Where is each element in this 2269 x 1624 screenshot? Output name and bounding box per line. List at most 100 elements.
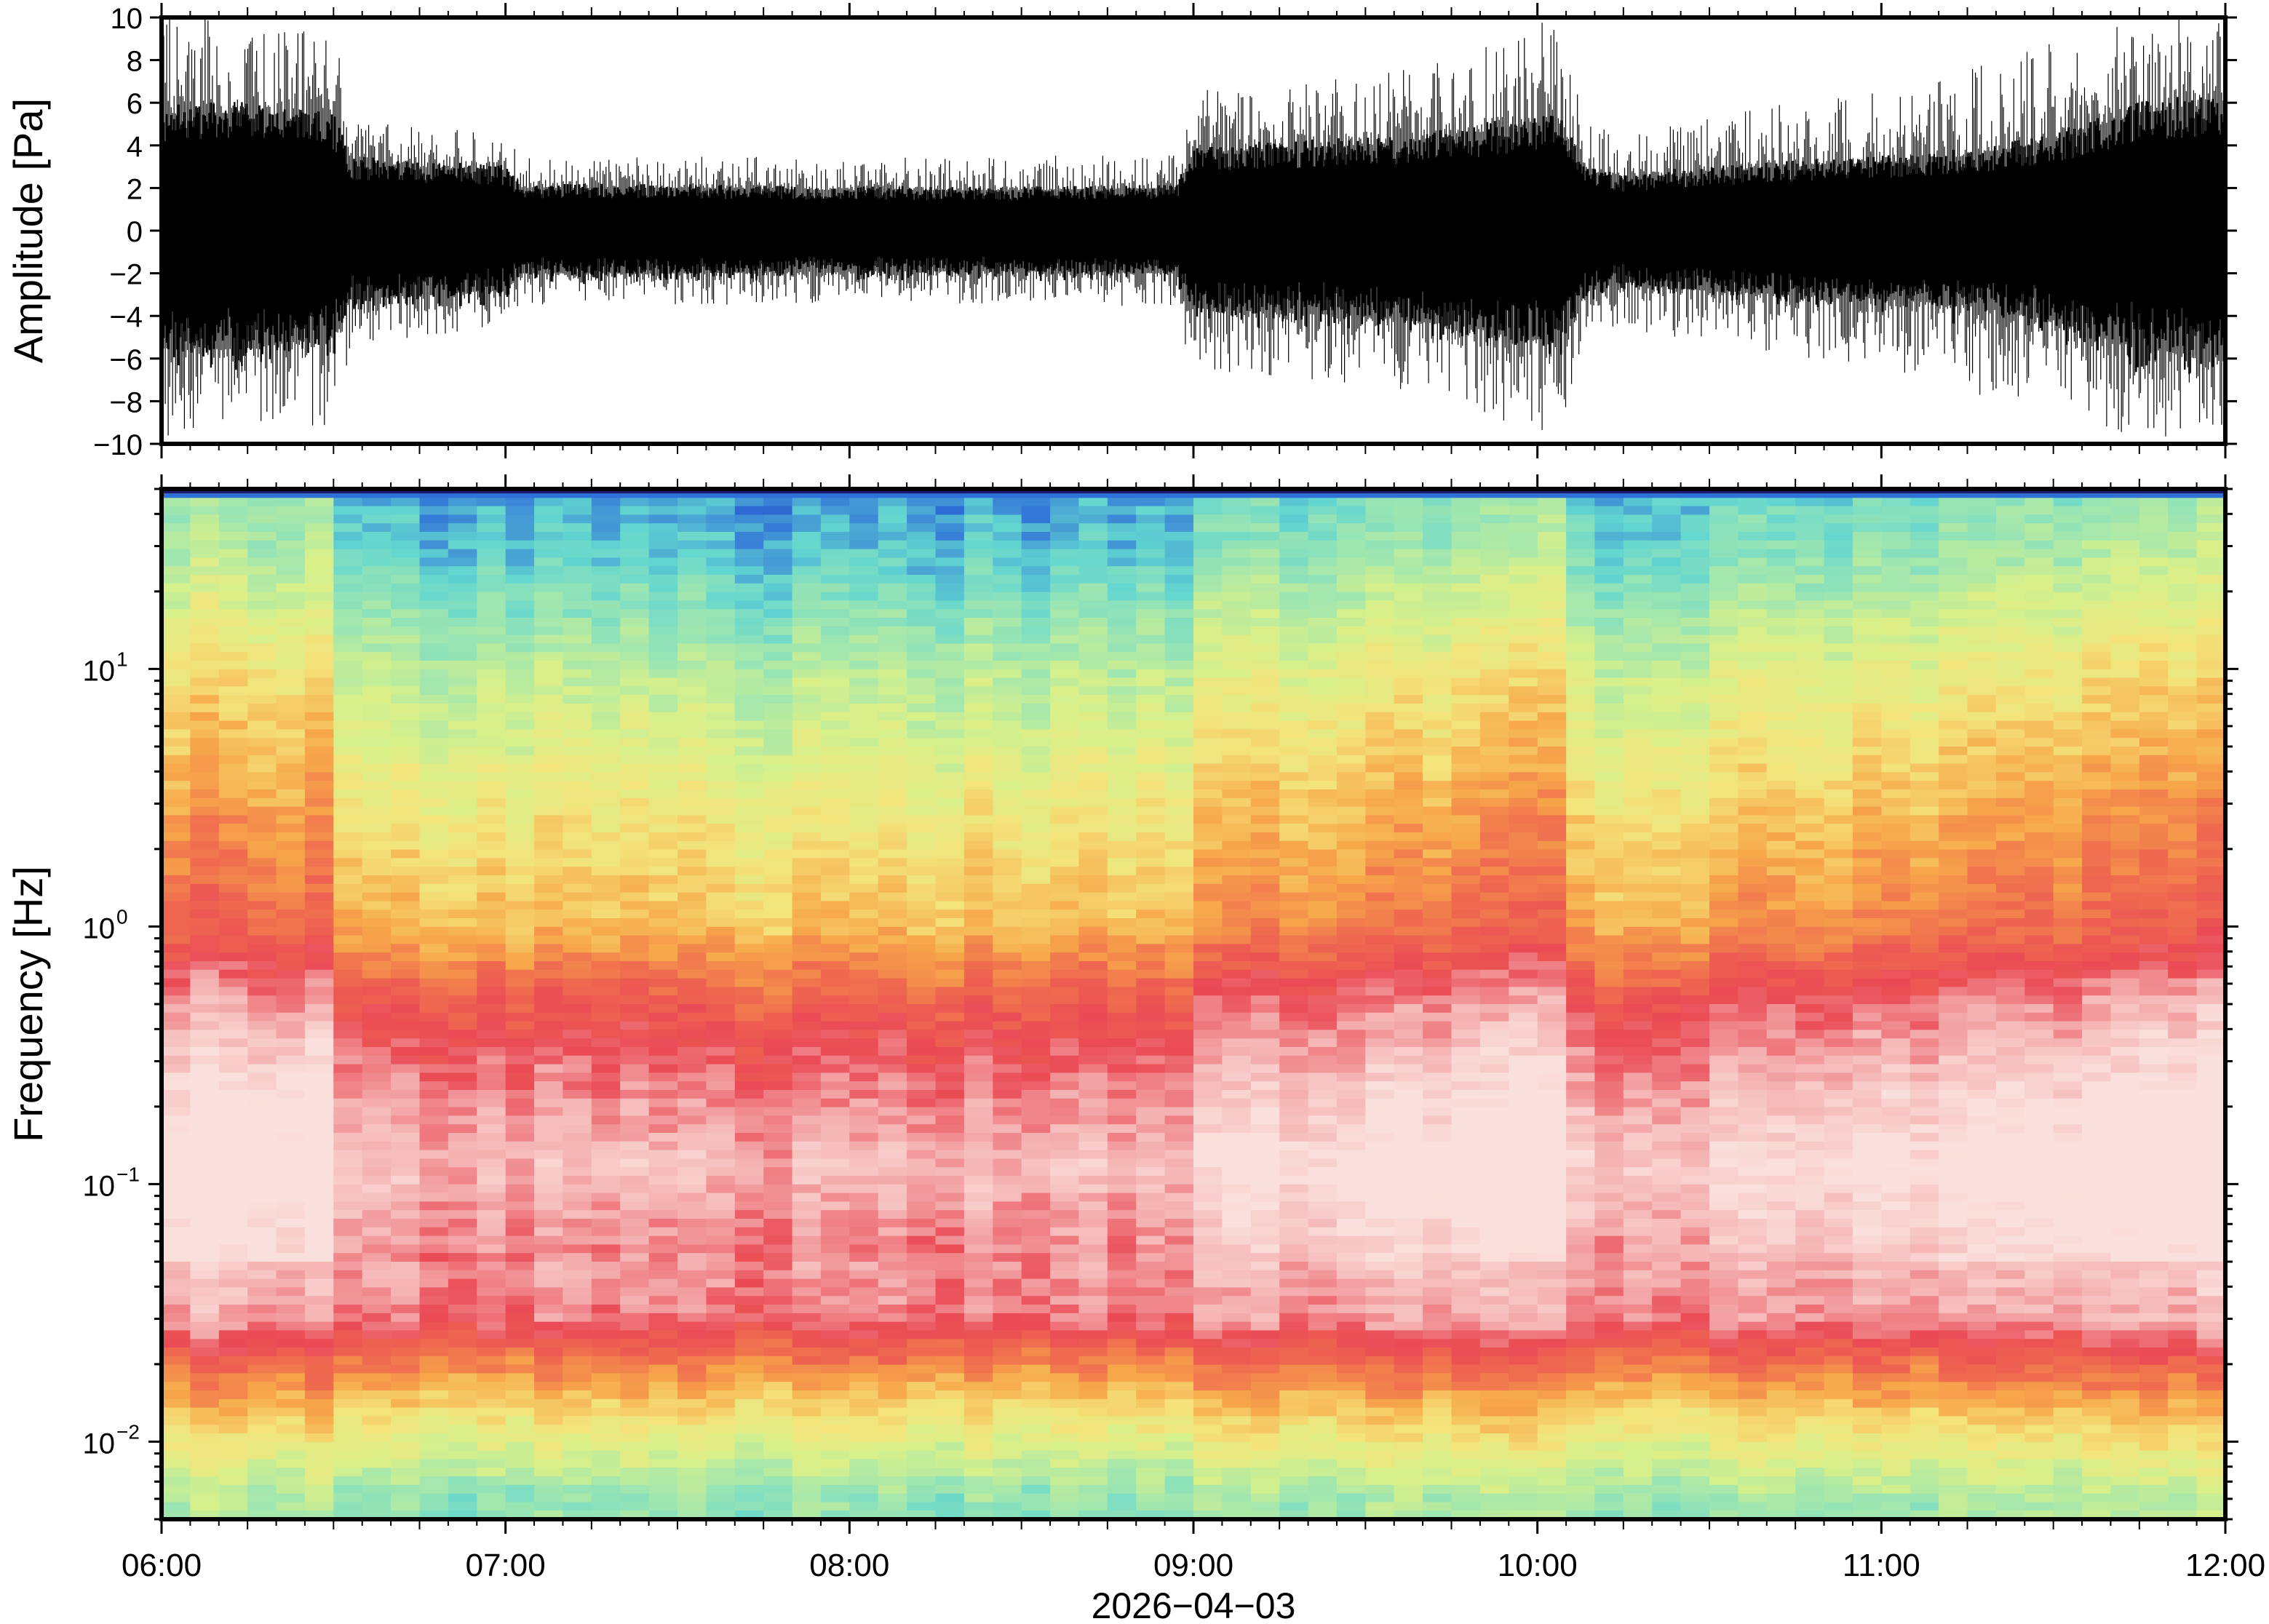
spectrogram-cell	[1021, 935, 1051, 945]
spectrogram-cell	[878, 789, 907, 799]
spectrogram-cell	[448, 1398, 478, 1409]
spectrogram-cell	[1250, 892, 1280, 902]
spectrogram-cell	[1222, 1441, 1252, 1452]
spectrogram-cell	[1222, 858, 1252, 867]
spectrogram-cell	[935, 961, 965, 971]
spectrogram-cell	[907, 575, 937, 584]
spectrogram-cell	[620, 1330, 650, 1340]
spectrogram-cell	[419, 763, 449, 773]
spectrogram-cell	[706, 1398, 736, 1409]
spectrogram-cell	[563, 1219, 592, 1228]
spectrogram-cell	[1107, 557, 1137, 567]
spectrogram-cell	[534, 1459, 564, 1468]
spectrogram-cell	[820, 618, 851, 627]
spectrogram-cell	[1193, 661, 1223, 670]
spectrogram-cell	[849, 858, 879, 867]
spectrogram-cell	[477, 1459, 506, 1468]
spectrogram-cell	[247, 1253, 277, 1262]
spectrogram-cell	[820, 1502, 851, 1511]
spectrogram-cell	[563, 1296, 592, 1305]
spectrogram-cell	[218, 824, 248, 833]
spectrogram-cell	[878, 772, 907, 781]
spectrogram-cell	[1078, 1176, 1108, 1185]
spectrogram-cell	[591, 1390, 621, 1400]
spectrogram-cell	[218, 987, 248, 996]
spectrogram-cell	[333, 1321, 363, 1332]
spectrogram-cell	[1107, 1227, 1137, 1237]
spectrogram-cell	[963, 1141, 994, 1151]
spectrogram-cell	[362, 1133, 392, 1142]
spectrogram-cell	[534, 1090, 564, 1099]
spectrogram-cell	[963, 969, 994, 979]
spectrogram-cell	[820, 540, 851, 550]
spectrogram-cell	[1078, 686, 1108, 696]
spectrogram-cell	[820, 1305, 851, 1314]
spectrogram-cell	[648, 1450, 678, 1460]
spectrogram-cell	[907, 909, 937, 919]
spectrogram-cell	[563, 952, 592, 962]
spectrogram-cell	[534, 1141, 564, 1151]
spectrogram-cell	[477, 747, 506, 756]
spectrogram-cell	[792, 1235, 822, 1246]
spectrogram-cell	[677, 1330, 707, 1340]
spectrogram-cell	[849, 1055, 879, 1065]
spectrogram-cell	[391, 1296, 421, 1305]
spectrogram-cell	[362, 918, 392, 928]
spectrogram-cell	[1136, 1339, 1166, 1348]
spectrogram-cell	[993, 712, 1022, 722]
spectrogram-cell	[448, 987, 478, 996]
spectrogram-cell	[734, 652, 764, 661]
spectrogram-cell	[304, 1055, 335, 1065]
spectrogram-cell	[304, 1313, 335, 1323]
spectrogram-cell	[419, 1484, 449, 1494]
spectrogram-cell	[763, 961, 793, 971]
spectrogram-cell	[419, 583, 449, 593]
spectrogram-cell	[734, 909, 764, 919]
spectrogram-cell	[190, 609, 220, 618]
spectrogram-cell	[419, 1235, 449, 1246]
spectrogram-cell	[849, 497, 879, 507]
spectrogram-cell	[505, 1510, 535, 1519]
spectrogram-cell	[591, 1141, 621, 1151]
spectrogram-cell	[907, 858, 937, 867]
spectrogram-cell	[648, 1373, 678, 1382]
spectrogram-cell	[1164, 832, 1194, 842]
spectrogram-cell	[1222, 995, 1252, 1005]
spectrogram-cell	[190, 781, 220, 790]
spectrogram-cell	[1050, 952, 1080, 962]
spectrogram-cell	[1279, 1124, 1309, 1134]
spectrogram-cell	[505, 1364, 535, 1374]
spectrogram-cell	[419, 772, 449, 781]
spectrogram-cell	[333, 747, 363, 756]
spectrogram-cell	[477, 686, 506, 696]
spectrogram-cell	[820, 867, 851, 876]
spectrogram-cell	[276, 952, 306, 962]
spectrogram-cell	[534, 1321, 564, 1332]
spectrogram-cell	[534, 1278, 564, 1289]
spectrogram-cell	[448, 832, 478, 842]
spectrogram-cell	[591, 549, 621, 559]
spectrogram-cell	[1250, 592, 1280, 602]
spectrogram-cell	[820, 1441, 851, 1452]
spectrogram-cell	[1164, 704, 1194, 713]
spectrogram-cell	[1308, 540, 1338, 550]
spectrogram-cell	[648, 1433, 678, 1443]
spectrogram-cell	[706, 1305, 736, 1314]
spectrogram-cell	[763, 549, 793, 559]
spectrogram-cell	[620, 1227, 650, 1237]
spectrogram-cell	[849, 592, 879, 602]
spectrogram-cell	[448, 1133, 478, 1142]
spectrogram-cell	[878, 634, 907, 645]
spectrogram-cell	[1279, 1441, 1309, 1452]
spectrogram-cell	[419, 618, 449, 627]
spectrogram-cell	[993, 1064, 1022, 1074]
spectrogram-cell	[247, 969, 277, 979]
spectrogram-cell	[505, 1253, 535, 1262]
spectrogram-cell	[190, 1287, 220, 1297]
spectrogram-cell	[1222, 643, 1252, 653]
spectrogram-cell	[648, 1012, 678, 1022]
spectrogram-cell	[304, 1107, 335, 1117]
spectrogram-cell	[763, 600, 793, 610]
spectrogram-cell	[849, 686, 879, 696]
spectrogram-cell	[935, 858, 965, 867]
